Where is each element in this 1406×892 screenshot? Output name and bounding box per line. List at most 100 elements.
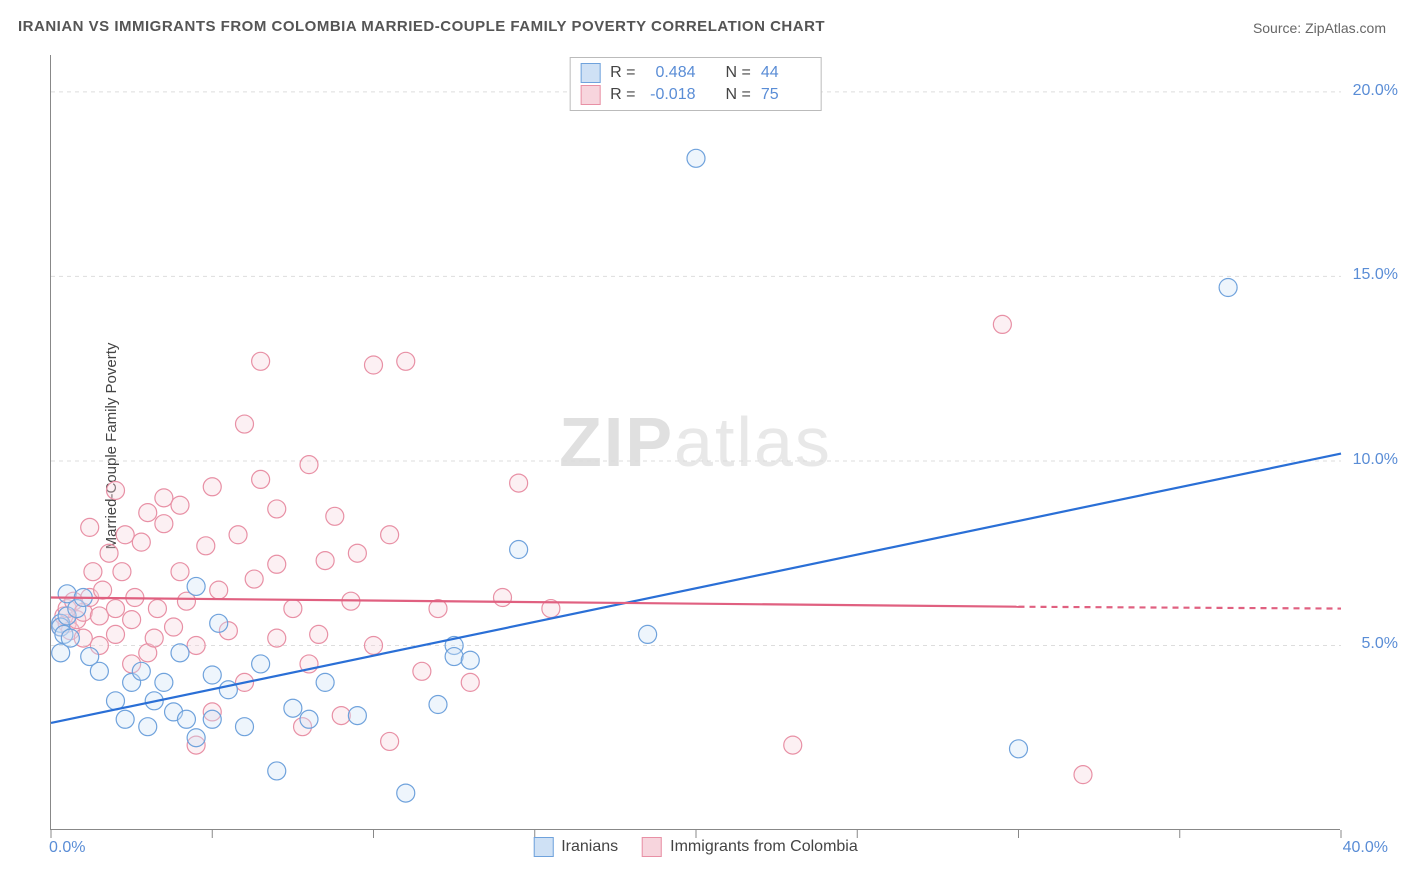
data-point [236, 415, 254, 433]
data-point [84, 563, 102, 581]
data-point [90, 607, 108, 625]
data-point [187, 577, 205, 595]
data-point [1010, 740, 1028, 758]
stat-legend: R =0.484N =44R =-0.018N =75 [569, 57, 822, 111]
data-point [381, 732, 399, 750]
data-point [187, 729, 205, 747]
data-point [139, 718, 157, 736]
series-legend-label: Immigrants from Colombia [670, 838, 858, 856]
chart-title: IRANIAN VS IMMIGRANTS FROM COLOMBIA MARR… [18, 18, 825, 35]
data-point [348, 707, 366, 725]
data-point [494, 589, 512, 607]
plot-area: ZIPatlas R =0.484N =44R =-0.018N =75 Ira… [50, 55, 1340, 830]
series-legend-label: Iranians [561, 838, 618, 856]
data-point [229, 526, 247, 544]
data-point [171, 563, 189, 581]
y-tick-label: 5.0% [1362, 635, 1398, 653]
n-label: N = [726, 86, 751, 104]
data-point [203, 710, 221, 728]
data-point [165, 618, 183, 636]
legend-swatch [580, 63, 600, 83]
data-point [155, 489, 173, 507]
data-point [639, 625, 657, 643]
r-label: R = [610, 64, 635, 82]
data-point [381, 526, 399, 544]
data-point [197, 537, 215, 555]
data-point [210, 614, 228, 632]
data-point [284, 699, 302, 717]
data-point [171, 496, 189, 514]
data-point [107, 600, 125, 618]
data-point [445, 648, 463, 666]
data-point [116, 710, 134, 728]
source-name: ZipAtlas.com [1305, 20, 1386, 36]
plot-svg [51, 55, 1340, 829]
data-point [81, 518, 99, 536]
data-point [510, 474, 528, 492]
data-point [413, 662, 431, 680]
data-point [268, 500, 286, 518]
y-tick-label: 10.0% [1353, 451, 1398, 469]
data-point [123, 611, 141, 629]
data-point [461, 651, 479, 669]
data-point [300, 456, 318, 474]
data-point [132, 662, 150, 680]
data-point [268, 762, 286, 780]
data-point [332, 707, 350, 725]
series-legend-item: Iranians [533, 837, 618, 857]
stat-legend-row: R =-0.018N =75 [580, 84, 811, 106]
n-label: N = [726, 64, 751, 82]
data-point [252, 470, 270, 488]
data-point [510, 541, 528, 559]
data-point [1074, 766, 1092, 784]
data-point [326, 507, 344, 525]
data-point [155, 515, 173, 533]
data-point [177, 710, 195, 728]
data-point [90, 662, 108, 680]
trend-line-iranians [51, 454, 1341, 723]
trend-line-colombia-extrap [1019, 607, 1342, 609]
data-point [100, 544, 118, 562]
legend-swatch [533, 837, 553, 857]
data-point [187, 636, 205, 654]
source-credit: Source: ZipAtlas.com [1253, 20, 1386, 36]
data-point [171, 644, 189, 662]
data-point [268, 555, 286, 573]
data-point [316, 673, 334, 691]
n-value: 75 [761, 86, 811, 104]
legend-swatch [580, 85, 600, 105]
data-point [107, 481, 125, 499]
y-tick-label: 15.0% [1353, 266, 1398, 284]
data-point [210, 581, 228, 599]
series-legend: Iranians Immigrants from Colombia [533, 837, 858, 857]
source-prefix: Source: [1253, 20, 1305, 36]
data-point [316, 552, 334, 570]
data-point [397, 784, 415, 802]
legend-swatch [642, 837, 662, 857]
data-point [429, 696, 447, 714]
data-point [52, 644, 70, 662]
data-point [219, 681, 237, 699]
data-point [107, 625, 125, 643]
trend-line-colombia [51, 598, 1019, 607]
r-value: 0.484 [646, 64, 696, 82]
data-point [155, 673, 173, 691]
data-point [58, 585, 76, 603]
r-value: -0.018 [646, 86, 696, 104]
data-point [132, 533, 150, 551]
y-tick-label: 20.0% [1353, 82, 1398, 100]
data-point [365, 356, 383, 374]
n-value: 44 [761, 64, 811, 82]
data-point [116, 526, 134, 544]
data-point [784, 736, 802, 754]
data-point [145, 629, 163, 647]
data-point [1219, 279, 1237, 297]
data-point [993, 315, 1011, 333]
data-point [252, 352, 270, 370]
data-point [148, 600, 166, 618]
data-point [113, 563, 131, 581]
data-point [310, 625, 328, 643]
data-point [245, 570, 263, 588]
series-legend-item: Immigrants from Colombia [642, 837, 858, 857]
data-point [94, 581, 112, 599]
